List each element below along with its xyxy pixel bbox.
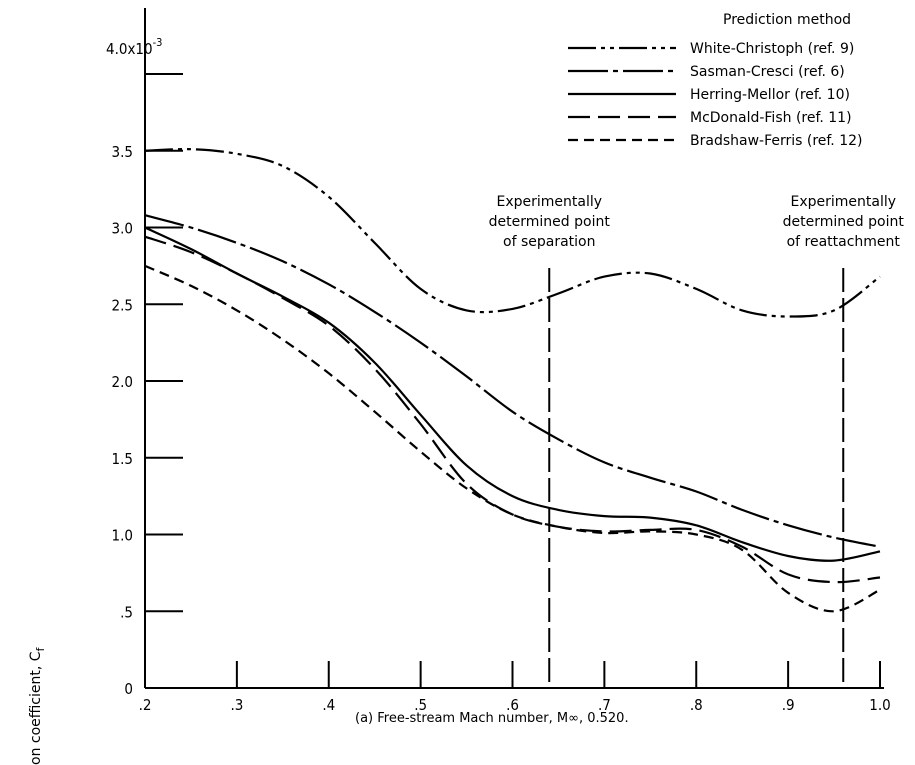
x-tick-label: .8 [690, 696, 703, 714]
legend-label: Herring-Mellor (ref. 10) [690, 87, 850, 103]
y-multiplier-exponent: -3 [153, 36, 163, 49]
y-axis-label-subscript: f [34, 646, 47, 651]
legend: Prediction method White-Christoph (ref. … [568, 12, 862, 149]
legend-label: Sasman-Cresci (ref. 6) [690, 64, 845, 80]
y-tick-label: 2.0 [112, 373, 133, 391]
y-axis-label-text: on coefficient, Cf [28, 646, 47, 765]
series-line [144, 148, 881, 318]
x-tick-label: 1.0 [869, 696, 890, 714]
legend-label: White-Christoph (ref. 9) [690, 41, 854, 57]
y-tick-label: 3.0 [112, 220, 133, 238]
y-tick-label: 1.0 [112, 527, 133, 545]
annotations: Experimentally determined point of separat… [489, 194, 905, 250]
y-tick-label: 2.5 [112, 296, 133, 314]
series-line [144, 264, 881, 613]
x-tick-label: .6 [506, 696, 519, 714]
y-axis-label: on coefficient, Cf [28, 646, 47, 765]
y-axis-multiplier: 4.0x10-3 [106, 36, 162, 58]
annotation-text: determined point [489, 214, 611, 230]
series-line [144, 235, 881, 584]
annotation-text: of reattachment [787, 234, 901, 250]
series-lines [144, 148, 881, 613]
chart-caption: (a) Free-stream Mach number, M∞, 0.520. [355, 711, 629, 726]
y-tick-label: 1.5 [112, 450, 133, 468]
x-tick-label: .7 [598, 696, 611, 714]
annotation-text: determined point [783, 214, 905, 230]
y-multiplier-base: x10 [127, 40, 152, 58]
y-multiplier-value: 4.0 [106, 40, 127, 58]
x-tick-label: .9 [782, 696, 795, 714]
y-tick-label: .5 [120, 603, 133, 621]
x-tick-label: .2 [139, 696, 152, 714]
y-tick-label: 0 [124, 680, 133, 698]
legend-title: Prediction method [723, 12, 851, 28]
series-line [144, 214, 881, 548]
y-axis-label-main: on coefficient, C [28, 651, 44, 765]
x-tick-label: .4 [322, 696, 335, 714]
annotation-text: Experimentally [790, 194, 896, 210]
annotation-text: Experimentally [496, 194, 602, 210]
reference-lines [548, 268, 845, 688]
annotation-text: of separation [503, 234, 595, 250]
tick-labels: .2 .3 .4 .5 .6 .7 .8 .9 1.0 0 .5 1.0 1.5 2.0 2.5 3.0 3.5 [112, 143, 891, 714]
y-tick-label: 3.5 [112, 143, 133, 161]
x-tick-label: .3 [230, 696, 243, 714]
axes [144, 8, 884, 689]
legend-label: Bradshaw-Ferris (ref. 12) [690, 133, 862, 149]
legend-label: McDonald-Fish (ref. 11) [690, 110, 852, 126]
x-tick-label: .5 [414, 696, 427, 714]
series-line [144, 226, 881, 562]
